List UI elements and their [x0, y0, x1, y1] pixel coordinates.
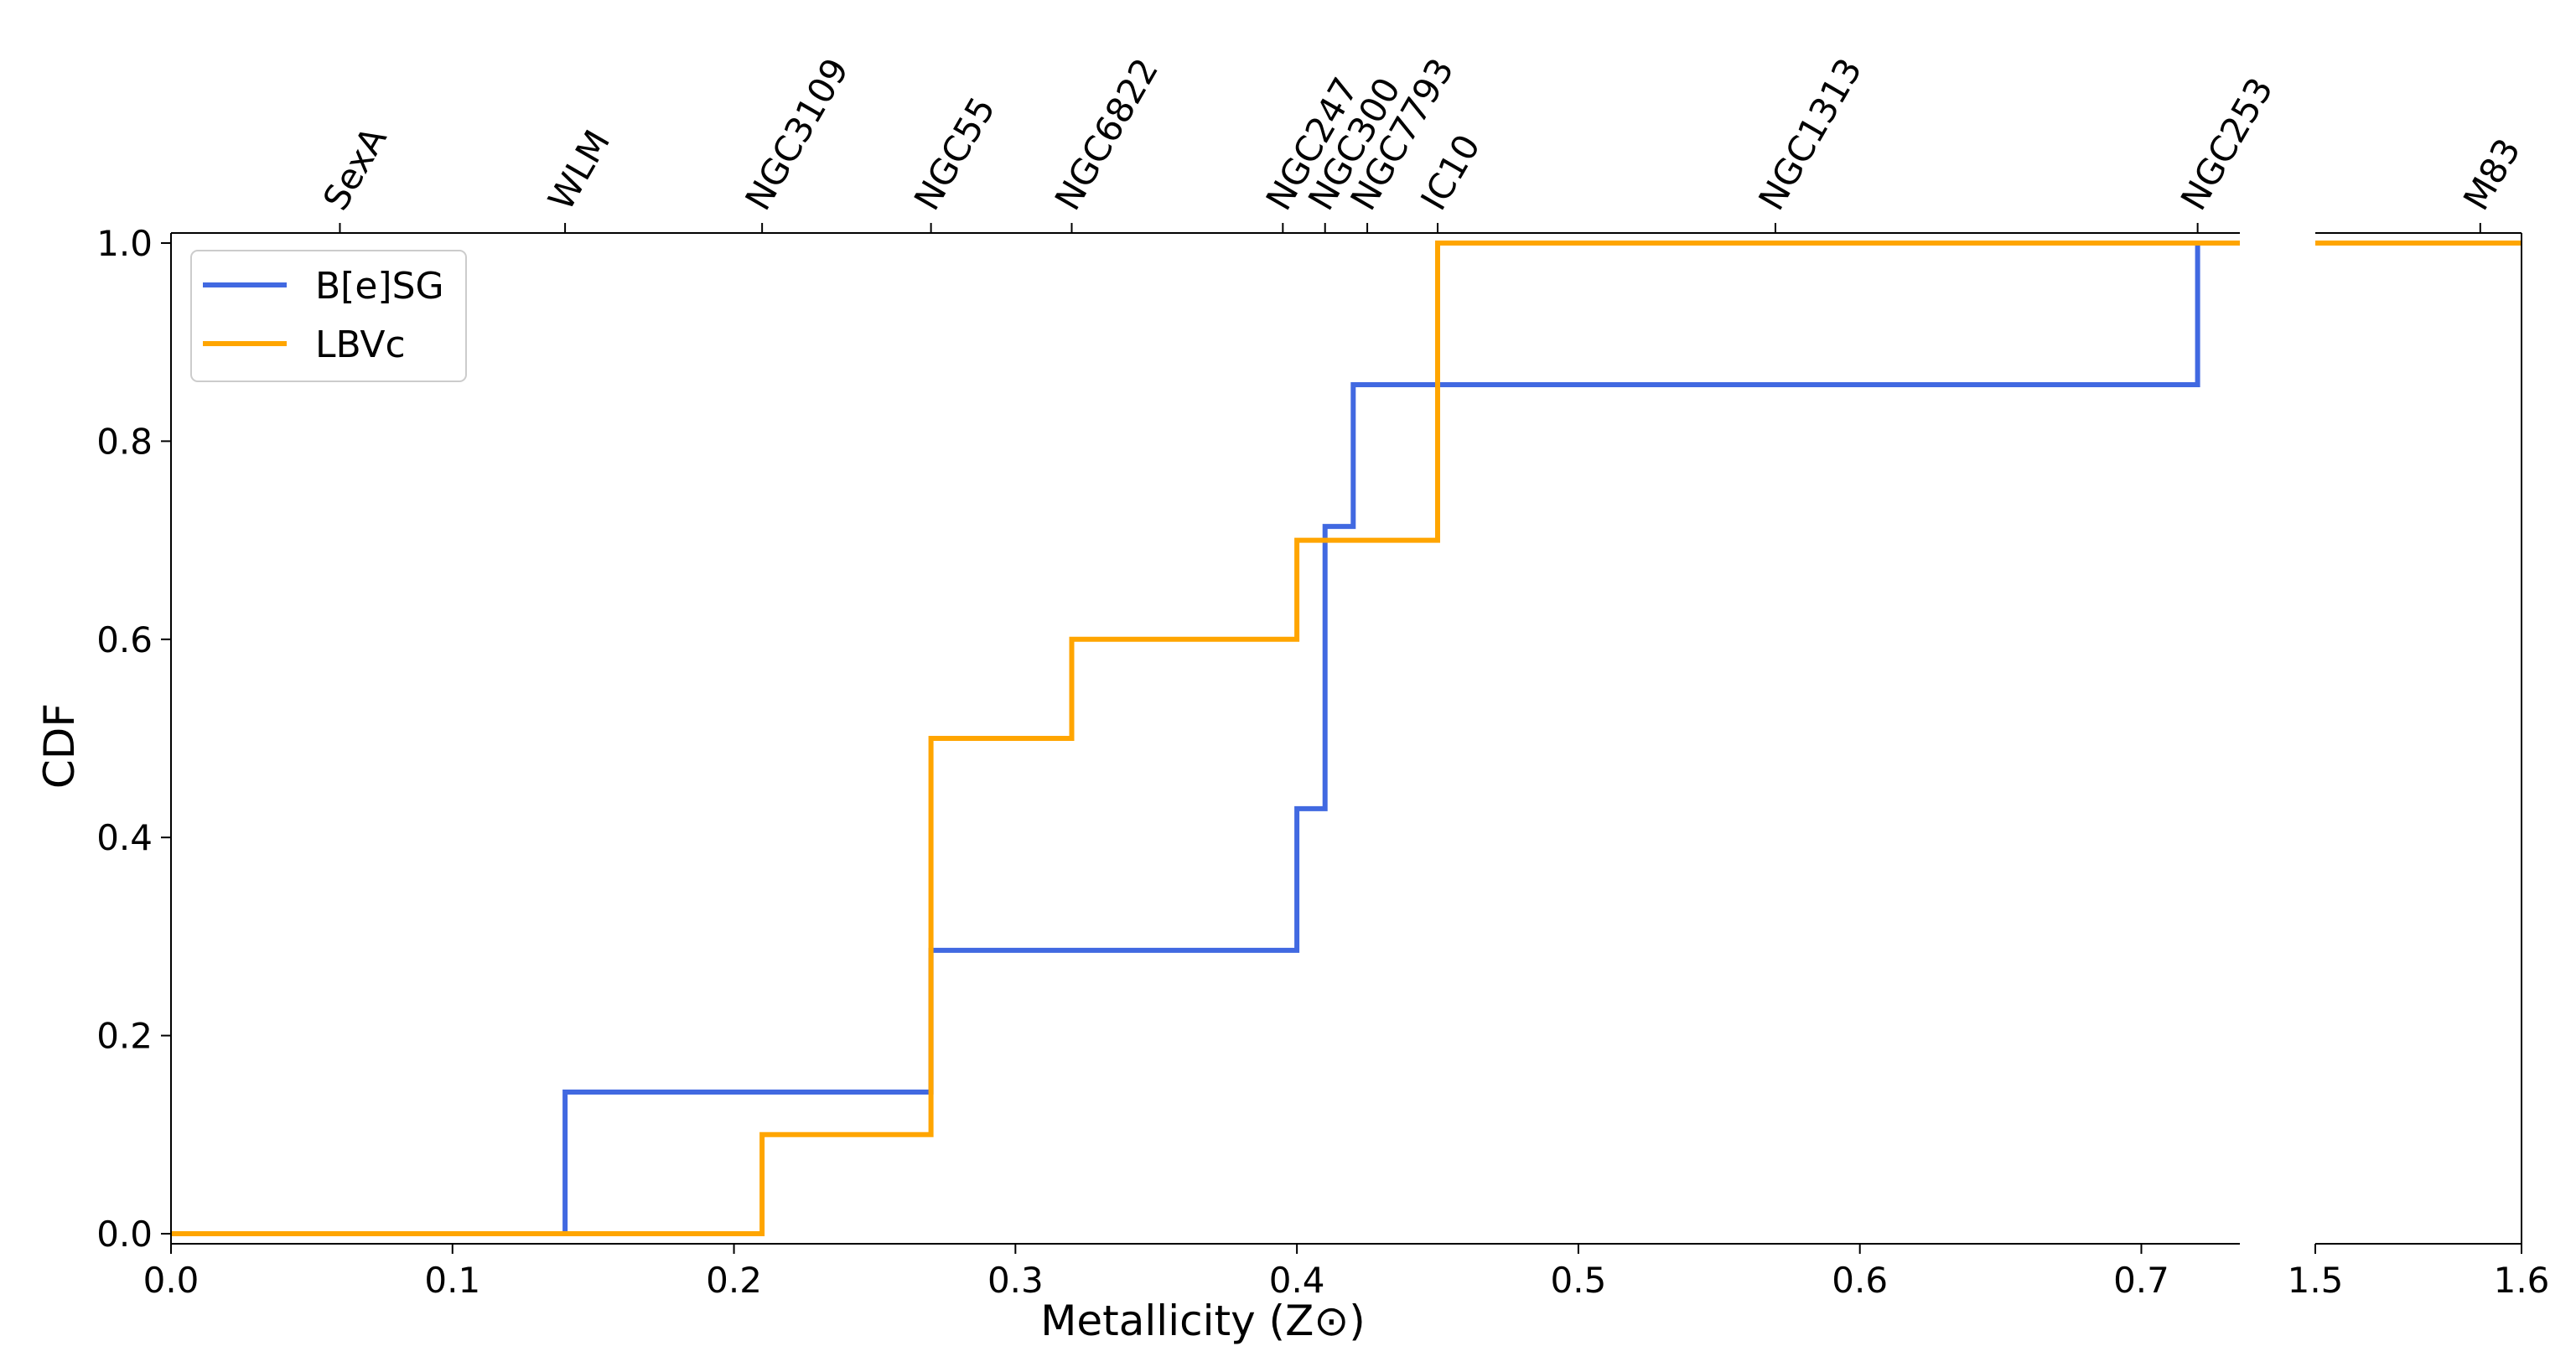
y-tick-label-4: 0.8 [96, 421, 153, 462]
x-tick-label-left-4: 0.4 [1269, 1260, 1325, 1301]
x-tick-label-right-0: 1.5 [2288, 1260, 2344, 1301]
legend-label-bes: B[e]SG [315, 265, 444, 308]
x-tick-label-left-1: 0.1 [424, 1260, 480, 1301]
series-line-lbvc [171, 241, 2240, 1236]
x-tick-label-left-6: 0.6 [1832, 1260, 1888, 1301]
legend-label-lbvc: LBVc [315, 324, 406, 366]
x-tick-label-left-0: 0.0 [143, 1260, 200, 1301]
series-layer [171, 241, 2522, 1236]
y-tick-label-1: 0.2 [96, 1016, 153, 1057]
axis-ticks-layer [161, 223, 2522, 1254]
galaxy-label-ic10: IC10 [1412, 127, 1488, 217]
galaxy-label-ngc1313: NGC1313 [1750, 51, 1870, 217]
galaxy-label-m83: M83 [2455, 132, 2528, 217]
galaxy-label-wlm: WLM [540, 123, 618, 217]
series-line-besg [171, 241, 2240, 1236]
x-tick-label-left-2: 0.2 [706, 1260, 762, 1301]
x-tick-label-left-5: 0.5 [1551, 1260, 1607, 1301]
galaxy-label-sexa: SexA [315, 120, 395, 217]
y-tick-label-3: 0.6 [96, 619, 153, 660]
axes-frames [170, 232, 2522, 1245]
galaxy-label-ngc3109: NGC3109 [737, 51, 857, 217]
y-tick-label-5: 1.0 [96, 223, 153, 264]
x-tick-label-left-3: 0.3 [987, 1260, 1044, 1301]
x-tick-label-right-1: 1.6 [2494, 1260, 2550, 1301]
y-tick-label-2: 0.4 [96, 817, 153, 858]
y-axis-label: CDF [35, 703, 84, 789]
galaxy-label-ngc253: NGC253 [2173, 70, 2281, 217]
galaxy-label-ngc6822: NGC6822 [1047, 51, 1167, 217]
x-tick-label-left-7: 0.7 [2113, 1260, 2169, 1301]
galaxy-label-ngc55: NGC55 [906, 90, 1003, 217]
y-tick-label-0: 0.0 [96, 1214, 153, 1255]
legend: B[e]SG LBVc [190, 250, 467, 382]
x-axis-label: Metallicity (Z⊙) [1040, 1297, 1365, 1345]
